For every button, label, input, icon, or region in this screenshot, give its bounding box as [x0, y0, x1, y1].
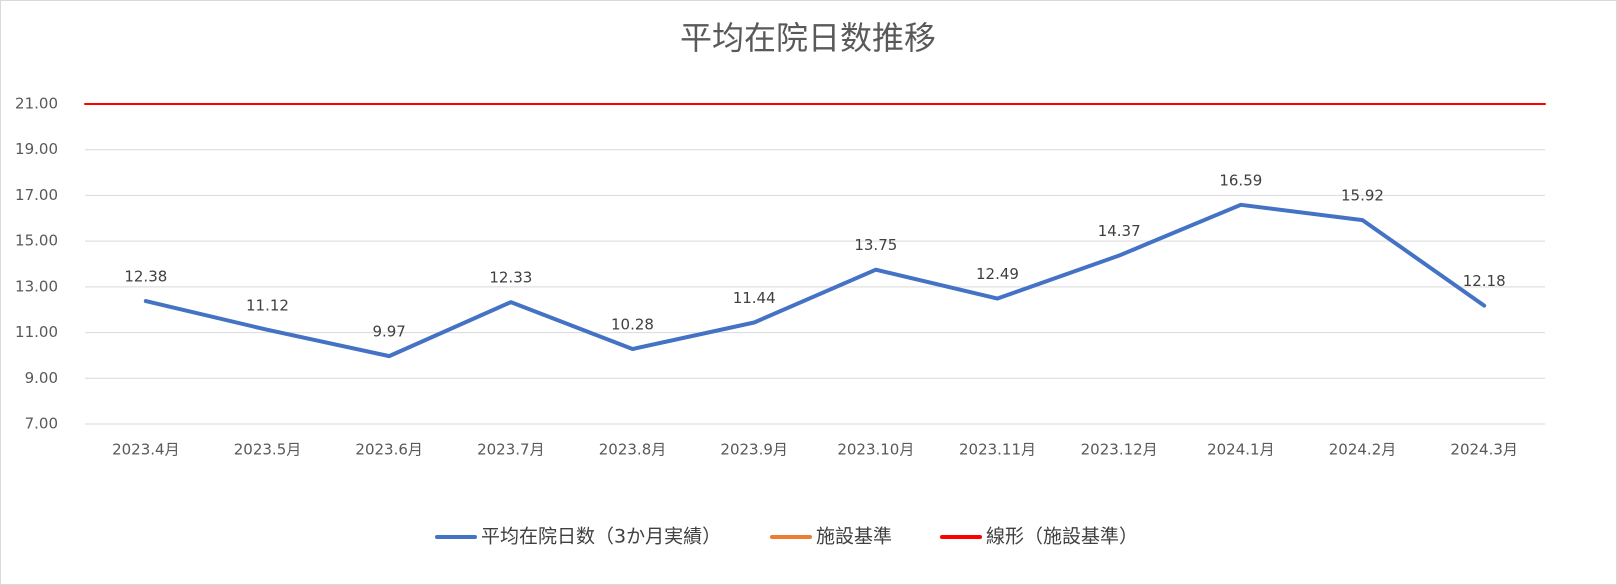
y-tick-label: 21.00 — [15, 95, 58, 113]
data-label: 15.92 — [1341, 187, 1384, 205]
x-tick-label: 2024.1月 — [1207, 441, 1275, 459]
x-tick-label: 2023.9月 — [720, 441, 788, 459]
legend-label: 平均在院日数（3か月実績） — [481, 526, 721, 548]
x-tick-label: 2023.8月 — [599, 441, 667, 459]
y-tick-label: 13.00 — [15, 277, 58, 295]
legend-label: 線形（施設基準） — [986, 526, 1138, 548]
x-tick-label: 2024.2月 — [1329, 441, 1397, 459]
x-tick-label: 2023.4月 — [112, 441, 180, 459]
legend-label: 施設基準 — [816, 526, 892, 548]
x-tick-label: 2023.7月 — [477, 441, 545, 459]
y-tick-label: 15.00 — [15, 232, 58, 250]
x-tick-label: 2023.6月 — [355, 441, 423, 459]
x-tick-label: 2024.3月 — [1450, 441, 1518, 459]
data-label: 12.49 — [976, 265, 1019, 283]
x-tick-label: 2023.11月 — [959, 441, 1036, 459]
y-tick-label: 17.00 — [15, 186, 58, 204]
data-label: 12.18 — [1463, 272, 1506, 290]
series-line — [143, 202, 1487, 359]
data-label: 13.75 — [854, 236, 897, 254]
data-label: 12.33 — [489, 269, 532, 287]
y-tick-label: 11.00 — [15, 323, 58, 341]
y-tick-label: 9.00 — [25, 369, 58, 387]
data-label: 12.38 — [124, 268, 167, 286]
x-tick-label: 2023.12月 — [1081, 441, 1158, 459]
chart-title: 平均在院日数推移 — [680, 19, 936, 57]
data-label: 10.28 — [611, 316, 654, 334]
data-label: 11.12 — [246, 296, 289, 314]
data-label: 16.59 — [1219, 171, 1262, 189]
x-tick-label: 2023.10月 — [837, 441, 914, 459]
data-label: 14.37 — [1098, 222, 1141, 240]
data-label: 11.44 — [733, 289, 776, 307]
data-label: 9.97 — [372, 323, 405, 341]
y-tick-label: 19.00 — [15, 140, 58, 158]
x-tick-label: 2023.5月 — [234, 441, 302, 459]
y-tick-label: 7.00 — [25, 415, 58, 433]
